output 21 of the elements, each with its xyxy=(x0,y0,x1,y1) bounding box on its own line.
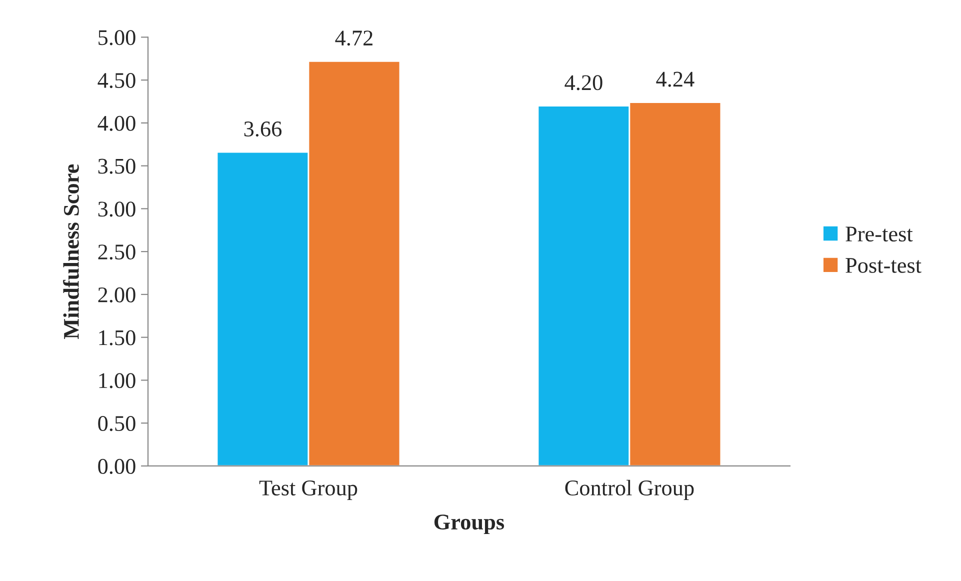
y-tick-label: 3.50 xyxy=(98,158,136,174)
x-axis-title: Groups xyxy=(434,514,504,534)
data-label: 4.20 xyxy=(564,75,602,90)
legend-label: Pre-test xyxy=(846,226,913,242)
y-axis-title: Mindfulness Score xyxy=(63,164,79,339)
y-tick-label: 0.50 xyxy=(98,416,136,432)
y-tick-label: 2.50 xyxy=(98,244,136,260)
y-tick-label: 4.50 xyxy=(98,72,136,88)
y-tick-label: 4.00 xyxy=(98,116,136,131)
y-tick-label: 2.00 xyxy=(98,287,136,302)
data-label: 4.24 xyxy=(656,72,694,87)
y-tick-label: 3.00 xyxy=(98,202,136,217)
x-tick-label: Test Group xyxy=(259,480,358,500)
legend-label: Post-test xyxy=(846,258,922,273)
y-tick-label: 0.00 xyxy=(98,458,136,474)
data-label: 4.72 xyxy=(335,30,372,46)
data-label: 3.66 xyxy=(244,122,282,137)
y-tick-label: 1.50 xyxy=(99,330,136,346)
x-tick-label: Control Group xyxy=(565,480,694,500)
y-tick-label: 1.00 xyxy=(99,373,136,388)
y-tick-label: 5.00 xyxy=(98,30,136,46)
